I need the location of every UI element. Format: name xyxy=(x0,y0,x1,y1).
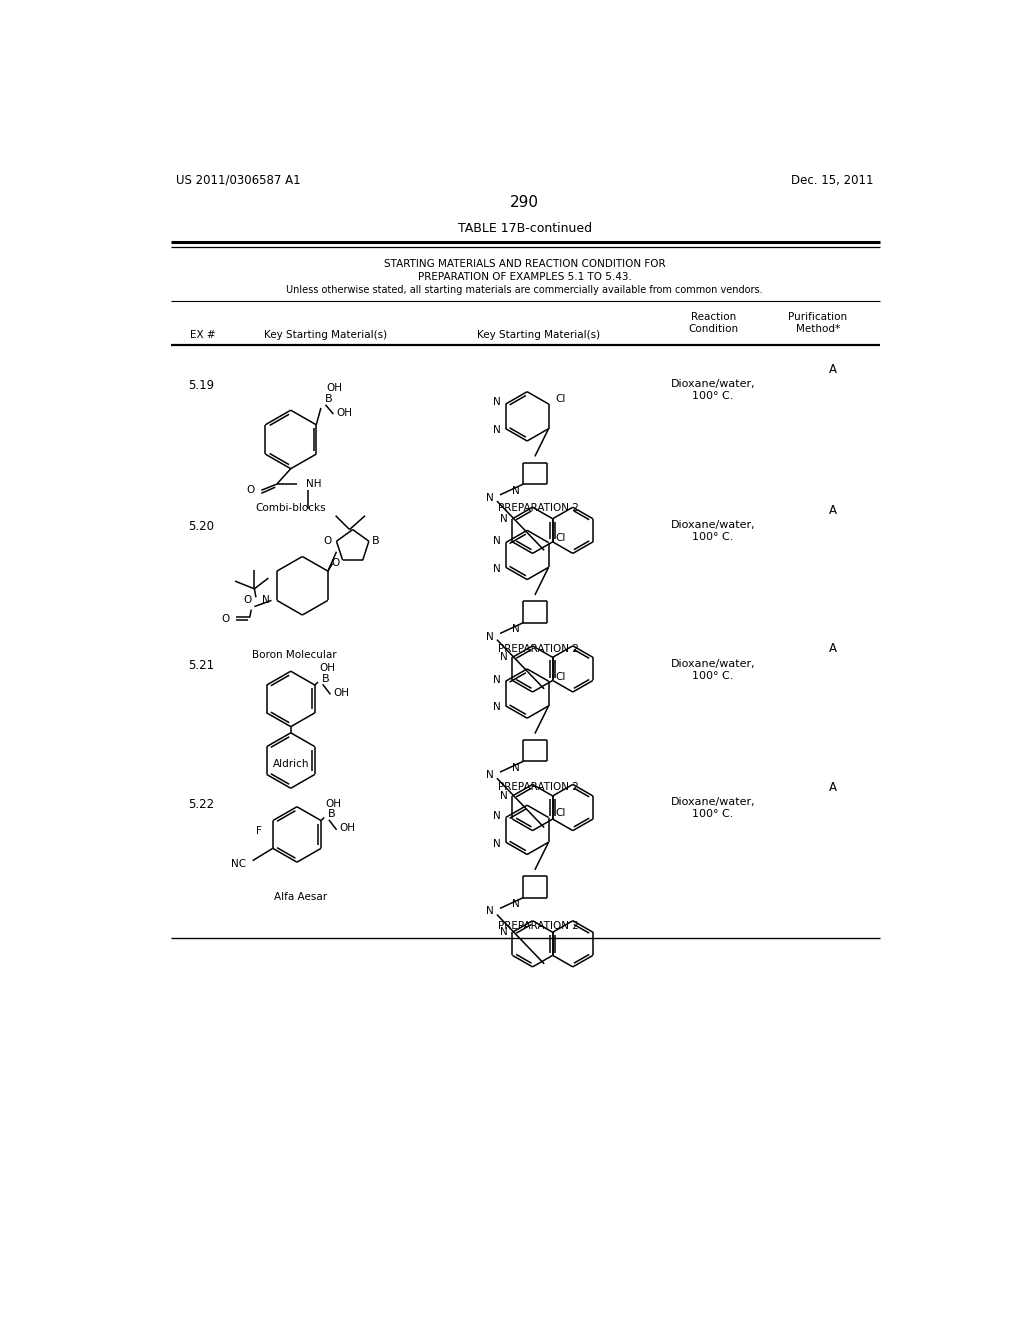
Text: Cl: Cl xyxy=(556,533,566,543)
Text: US 2011/0306587 A1: US 2011/0306587 A1 xyxy=(176,174,301,187)
Text: O: O xyxy=(332,558,340,569)
Text: N: N xyxy=(512,486,520,495)
Text: PREPARATION 2: PREPARATION 2 xyxy=(499,503,580,513)
Text: OH: OH xyxy=(334,688,349,698)
Text: A: A xyxy=(829,643,838,656)
Text: N: N xyxy=(494,838,501,849)
Text: N: N xyxy=(512,763,520,772)
Text: B: B xyxy=(372,536,380,546)
Text: O: O xyxy=(243,595,251,606)
Text: Method*: Method* xyxy=(796,323,840,334)
Text: Boron Molecular: Boron Molecular xyxy=(252,649,337,660)
Text: PREPARATION 2: PREPARATION 2 xyxy=(499,644,580,653)
Text: PREPARATION OF EXAMPLES 5.1 TO 5.43.: PREPARATION OF EXAMPLES 5.1 TO 5.43. xyxy=(418,272,632,281)
Text: N: N xyxy=(486,631,494,642)
Text: O: O xyxy=(247,486,255,495)
Text: N: N xyxy=(494,675,501,685)
Text: N: N xyxy=(494,564,501,574)
Text: N: N xyxy=(500,791,508,801)
Text: N: N xyxy=(512,899,520,909)
Text: B: B xyxy=(325,395,333,404)
Text: N: N xyxy=(500,652,508,663)
Text: F: F xyxy=(256,826,262,837)
Text: STARTING MATERIALS AND REACTION CONDITION FOR: STARTING MATERIALS AND REACTION CONDITIO… xyxy=(384,259,666,268)
Text: 5.19: 5.19 xyxy=(188,379,215,392)
Text: N: N xyxy=(486,492,494,503)
Text: Purification: Purification xyxy=(788,313,847,322)
Text: Key Starting Material(s): Key Starting Material(s) xyxy=(477,330,600,341)
Text: 5.20: 5.20 xyxy=(188,520,214,533)
Text: PREPARATION 2: PREPARATION 2 xyxy=(499,921,580,931)
Text: Reaction: Reaction xyxy=(690,313,736,322)
Text: Cl: Cl xyxy=(556,395,566,404)
Text: N: N xyxy=(262,595,270,606)
Text: N: N xyxy=(486,770,494,780)
Text: A: A xyxy=(829,781,838,795)
Text: A: A xyxy=(829,363,838,376)
Text: OH: OH xyxy=(326,799,342,809)
Text: N: N xyxy=(500,927,508,937)
Text: Dec. 15, 2011: Dec. 15, 2011 xyxy=(792,174,873,187)
Text: O: O xyxy=(221,614,229,624)
Text: 290: 290 xyxy=(510,195,540,210)
Text: N: N xyxy=(494,702,501,713)
Text: Cl: Cl xyxy=(556,808,566,818)
Text: Dioxane/water,
100° C.: Dioxane/water, 100° C. xyxy=(671,659,756,681)
Text: OH: OH xyxy=(337,408,352,417)
Text: N: N xyxy=(494,397,501,408)
Text: OH: OH xyxy=(340,824,355,833)
Text: N: N xyxy=(494,425,501,436)
Text: Key Starting Material(s): Key Starting Material(s) xyxy=(264,330,387,341)
Text: 5.21: 5.21 xyxy=(188,659,215,672)
Text: B: B xyxy=(322,675,330,684)
Text: Dioxane/water,
100° C.: Dioxane/water, 100° C. xyxy=(671,520,756,543)
Text: Cl: Cl xyxy=(556,672,566,681)
Text: NC: NC xyxy=(231,859,247,869)
Text: N: N xyxy=(494,536,501,546)
Text: A: A xyxy=(829,504,838,517)
Text: N: N xyxy=(486,907,494,916)
Text: Aldrich: Aldrich xyxy=(272,759,309,770)
Text: N: N xyxy=(500,513,508,524)
Text: OH: OH xyxy=(327,383,342,393)
Text: Dioxane/water,
100° C.: Dioxane/water, 100° C. xyxy=(671,379,756,401)
Text: PREPARATION 2: PREPARATION 2 xyxy=(499,781,580,792)
Text: EX #: EX # xyxy=(190,330,216,341)
Text: Alfa Aesar: Alfa Aesar xyxy=(274,892,328,902)
Text: B: B xyxy=(328,809,336,820)
Text: Condition: Condition xyxy=(688,323,738,334)
Text: Combi-blocks: Combi-blocks xyxy=(255,503,326,513)
Text: O: O xyxy=(324,536,332,546)
Text: N: N xyxy=(512,624,520,634)
Text: Unless otherwise stated, all starting materials are commercially available from : Unless otherwise stated, all starting ma… xyxy=(287,285,763,296)
Text: 5.22: 5.22 xyxy=(188,797,215,810)
Text: TABLE 17B-continued: TABLE 17B-continued xyxy=(458,222,592,235)
Text: N: N xyxy=(494,810,501,821)
Text: Dioxane/water,
100° C.: Dioxane/water, 100° C. xyxy=(671,797,756,820)
Text: NH: NH xyxy=(306,479,322,490)
Text: OH: OH xyxy=(319,663,336,673)
